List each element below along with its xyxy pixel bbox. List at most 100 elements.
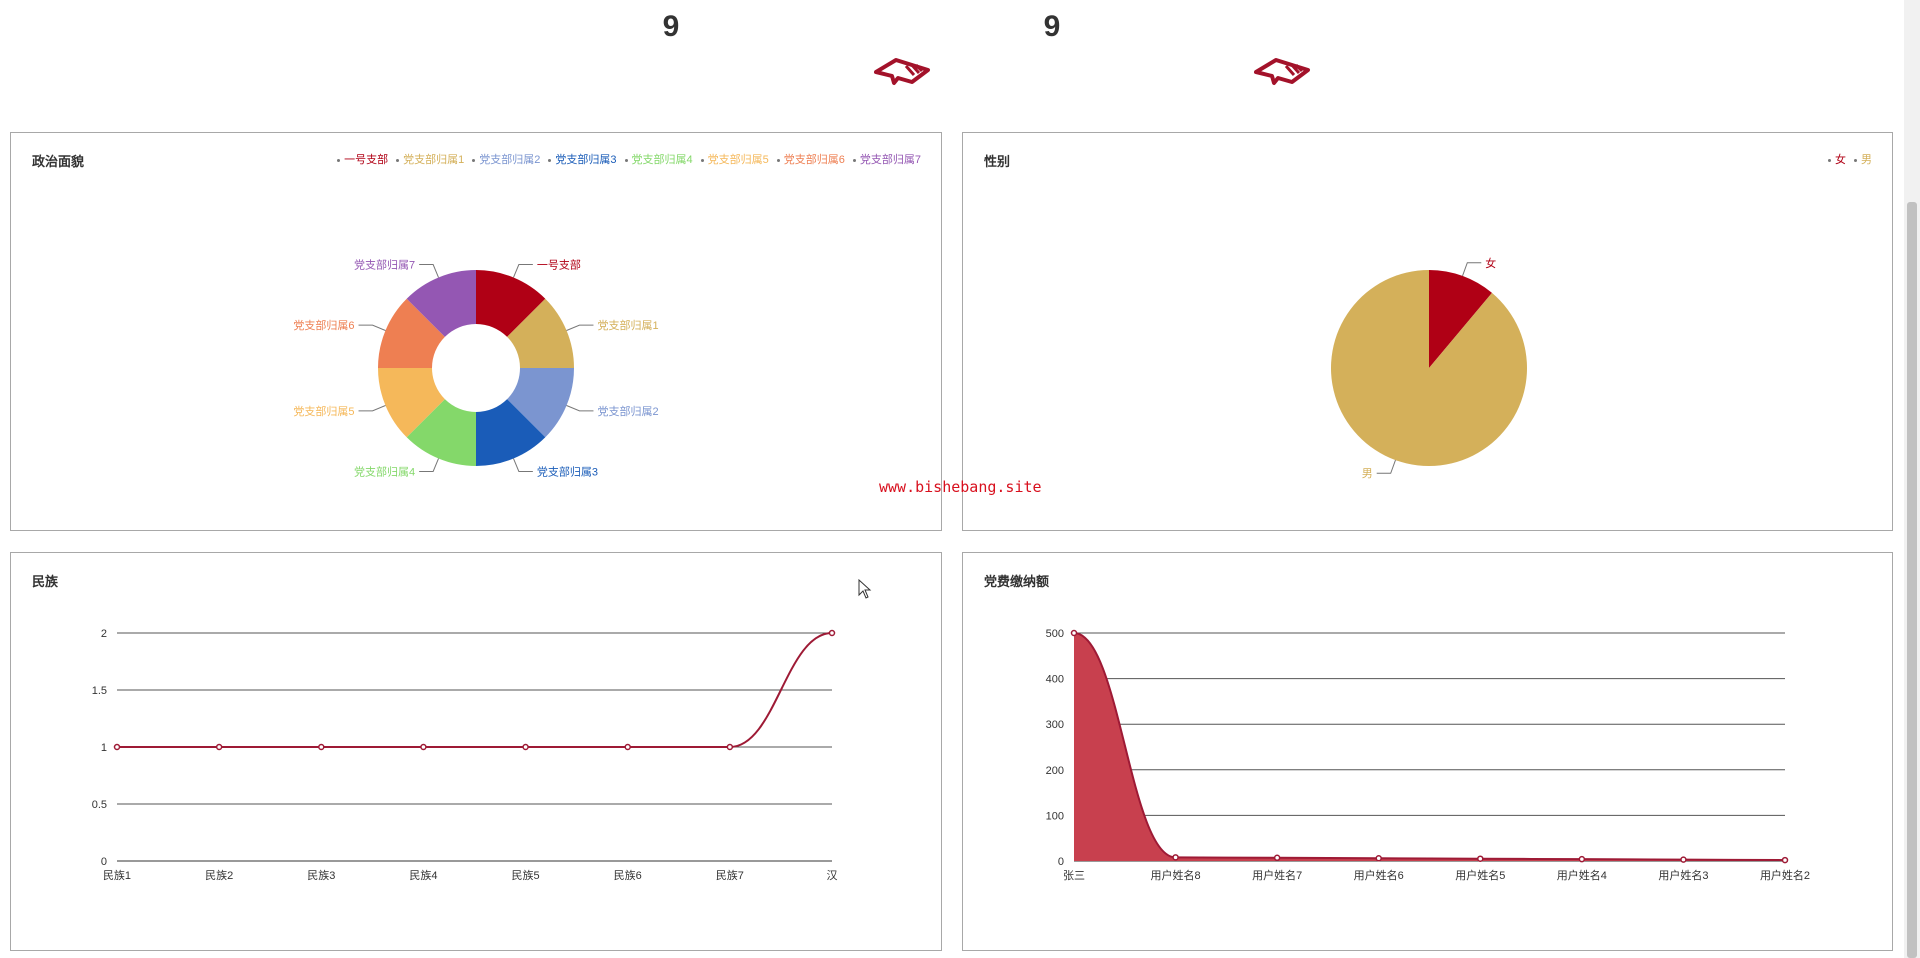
legend-item[interactable]: 党支部归属3	[548, 151, 617, 167]
political-status-panel: 政治面貌 一号支部 党支部归属1 党支部归属2 党支部归属3 党支部归属4 党支部归属5 党…	[10, 132, 942, 531]
data-point	[113, 743, 121, 751]
pie-slice	[476, 270, 546, 337]
legend-label: 党支部归属3	[555, 154, 617, 166]
mouse-cursor-icon	[858, 579, 872, 599]
legend-item[interactable]: 党支部归属2	[472, 151, 540, 167]
legend-label: 党支部归属7	[859, 154, 921, 166]
slice-label: 党支部归属3	[537, 464, 598, 478]
pie-slice	[406, 399, 476, 466]
legend-label: 男	[1861, 154, 1872, 166]
data-point	[828, 629, 836, 637]
label-leader-line	[566, 324, 594, 331]
legend-item[interactable]: 党支部归属6	[776, 151, 845, 167]
data-point	[1070, 629, 1078, 637]
data-point	[1477, 855, 1484, 862]
slice-label: 党支部归属5	[293, 404, 354, 418]
label-leader-line	[419, 458, 439, 472]
data-point	[420, 743, 427, 751]
x-tick-label: 用户姓名6	[1354, 868, 1404, 882]
label-leader-line	[1462, 262, 1482, 277]
scrollbar-thumb[interactable]	[1907, 202, 1917, 958]
x-tick-label: 用户姓名5	[1455, 868, 1505, 882]
data-point	[624, 743, 631, 751]
pie-slice	[1331, 270, 1527, 466]
y-tick-label: 1	[101, 742, 107, 754]
legend-dot-icon	[1854, 158, 1857, 162]
document-icon	[1254, 58, 1310, 85]
legend-item[interactable]: 党支部归属7	[852, 151, 921, 167]
y-tick-label: 200	[1046, 765, 1064, 777]
chart-title: 党费缴纳额	[984, 574, 1050, 589]
x-tick-label: 民族4	[409, 868, 437, 882]
chart-legend: 一号支部 党支部归属1 党支部归属2 党支部归属3 党支部归属4 党支部归属5 党支部归属6…	[337, 151, 921, 167]
data-point	[522, 743, 529, 751]
label-leader-line	[566, 405, 594, 412]
label-leader-line	[513, 458, 533, 472]
legend-item[interactable]: 女	[1828, 151, 1846, 167]
legend-item[interactable]: 党支部归属4	[624, 151, 693, 167]
legend-dot-icon	[337, 158, 341, 162]
line-chart: 0 0.5 1 1.5 2 民族1 民族2 民族3 民族4 民族5 民族6 民族7 汉	[92, 628, 838, 882]
slice-label: 党支部归属4	[354, 464, 415, 478]
y-tick-label: 0	[101, 856, 107, 868]
y-tick-label: 0.5	[92, 799, 107, 811]
legend-dot-icon	[852, 158, 856, 162]
y-tick-label: 300	[1046, 719, 1064, 731]
pie-slice	[507, 368, 574, 438]
series-line	[1073, 632, 1786, 862]
chart-title: 性别	[984, 154, 1011, 169]
data-point	[1375, 855, 1382, 862]
document-icon	[874, 58, 930, 85]
scrollbar[interactable]	[1904, 0, 1920, 958]
legend-item[interactable]: 男	[1854, 151, 1872, 167]
x-tick-label: 用户姓名4	[1557, 868, 1607, 882]
data-point	[215, 743, 223, 751]
pie-slice	[507, 298, 574, 368]
legend-label: 党支部归属1	[403, 154, 465, 166]
legend-label: 党支部归属4	[631, 154, 693, 166]
gender-panel: 性别 女男 女男	[962, 132, 1893, 531]
legend-dot-icon	[548, 158, 552, 162]
data-point	[726, 743, 734, 751]
label-leader-line	[513, 264, 533, 278]
data-point	[1680, 856, 1687, 863]
pie-slice	[378, 298, 445, 368]
y-tick-label: 1.5	[92, 685, 107, 697]
y-tick-label: 2	[101, 628, 107, 640]
legend-item[interactable]: 党支部归属5	[700, 151, 769, 167]
x-tick-label: 民族2	[205, 868, 233, 882]
data-point	[1172, 854, 1179, 861]
legend-dot-icon	[1828, 158, 1831, 162]
legend-dot-icon	[396, 158, 400, 162]
pie-slice	[1429, 270, 1492, 368]
legend-label: 党支部归属5	[707, 154, 769, 166]
legend-label: 党支部归属2	[479, 154, 541, 166]
x-tick-label: 民族1	[103, 868, 131, 882]
ethnicity-panel: 民族 0 0.5 1 1.5 2 民族1 民族2 民族3 民族4 民族5 民族6 民族7 汉	[10, 552, 942, 951]
y-tick-label: 100	[1046, 810, 1064, 822]
label-leader-line	[1376, 459, 1396, 474]
slice-label: 男	[1362, 468, 1373, 480]
slice-label: 女	[1485, 256, 1496, 270]
legend-item[interactable]: 一号支部	[337, 151, 388, 167]
legend-item[interactable]: 党支部归属1	[396, 151, 464, 167]
legend-dot-icon	[624, 158, 628, 162]
y-tick-label: 500	[1046, 628, 1064, 640]
chart-title: 民族	[32, 574, 59, 589]
data-point	[318, 743, 325, 751]
x-tick-label: 用户姓名7	[1252, 868, 1302, 882]
x-tick-label: 用户姓名8	[1151, 868, 1201, 882]
stat-value-1: 9	[662, 10, 680, 43]
label-leader-line	[419, 264, 439, 278]
pie-slice	[476, 399, 546, 466]
x-tick-label: 用户姓名2	[1760, 868, 1810, 882]
pie-slice	[378, 368, 445, 438]
label-leader-line	[358, 324, 386, 331]
data-point	[1781, 856, 1789, 864]
watermark: www.bishebang.site	[879, 478, 1042, 496]
area-chart: 0 100 200 300 400 500 张三 用户姓名8 用户姓名7 用户姓名6 用户姓名5 用户…	[1046, 628, 1810, 882]
slice-label: 党支部归属1	[597, 318, 658, 332]
legend-dot-icon	[472, 158, 476, 162]
pie-slice	[406, 270, 476, 337]
x-tick-label: 张三	[1063, 869, 1085, 882]
